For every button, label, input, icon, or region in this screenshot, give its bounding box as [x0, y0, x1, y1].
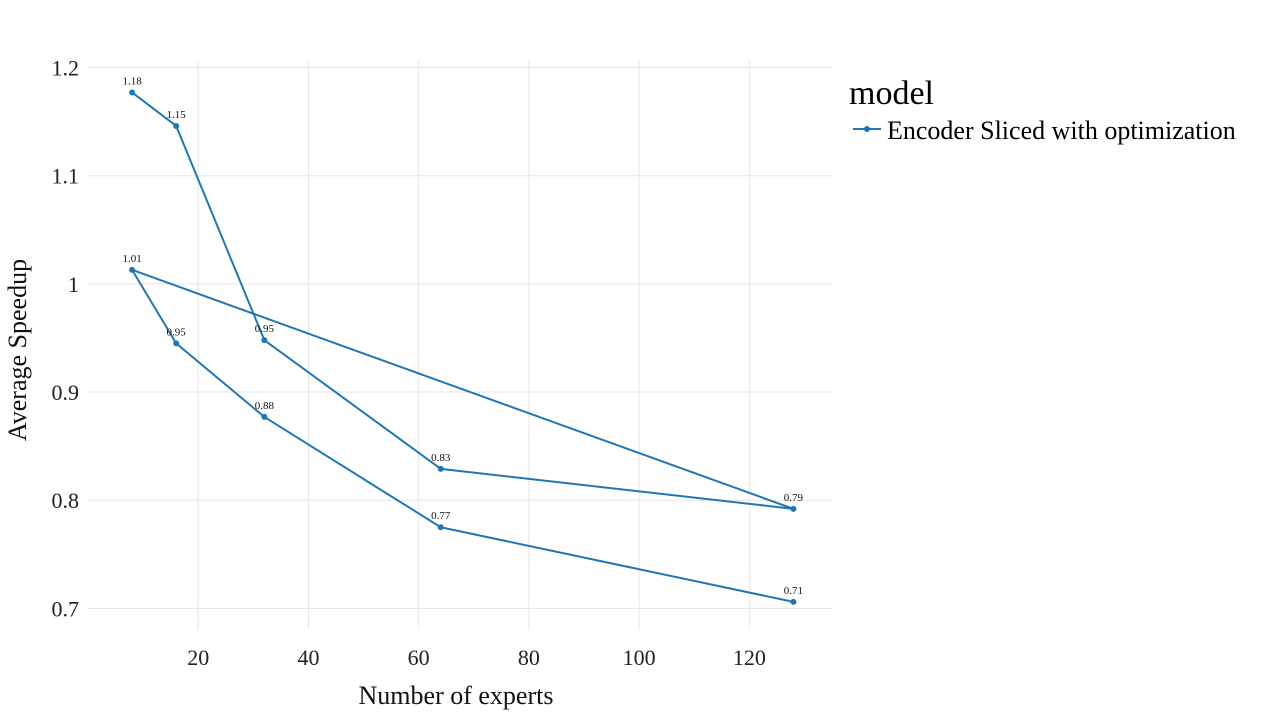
y-axis-title: Average Speedup — [3, 259, 32, 441]
y-grid — [88, 67, 832, 609]
data-label: 0.83 — [431, 452, 451, 464]
data-label: 0.71 — [784, 585, 803, 597]
x-tick-label: 120 — [733, 645, 766, 670]
data-point[interactable] — [261, 337, 268, 344]
y-tick-label: 1.1 — [52, 164, 80, 189]
data-label: 0.79 — [784, 492, 804, 504]
x-axis-ticks: 20 40 60 80 100 120 — [187, 645, 766, 670]
data-labels: 1.18 1.15 0.95 0.83 0.79 1.01 0.95 0.88 0.77 0.71 — [122, 75, 803, 596]
data-point[interactable] — [129, 89, 136, 96]
data-point[interactable] — [790, 598, 797, 605]
data-label: 1.15 — [167, 109, 187, 121]
y-axis-ticks: 0.7 0.8 0.9 1 1.1 1.2 — [52, 56, 80, 622]
data-label: 1.01 — [122, 253, 141, 265]
y-tick-label: 1 — [68, 272, 79, 297]
x-tick-label: 40 — [297, 645, 319, 670]
data-point[interactable] — [129, 266, 136, 273]
legend: model Encoder Sliced with optimization — [849, 75, 1236, 145]
data-label: 0.77 — [431, 510, 451, 522]
x-grid — [197, 60, 750, 630]
data-label: 0.95 — [167, 326, 187, 338]
data-label: 0.95 — [255, 323, 275, 335]
x-axis-title: Number of experts — [359, 681, 554, 710]
y-tick-label: 1.2 — [52, 56, 80, 81]
x-tick-label: 60 — [408, 645, 430, 670]
y-tick-label: 0.9 — [52, 380, 80, 405]
data-point[interactable] — [437, 465, 444, 472]
data-point[interactable] — [790, 505, 797, 512]
x-tick-label: 100 — [623, 645, 656, 670]
data-label: 1.18 — [122, 75, 142, 87]
data-point[interactable] — [173, 340, 180, 347]
x-tick-label: 20 — [187, 645, 209, 670]
data-label: 0.88 — [255, 400, 275, 412]
legend-item-label[interactable]: Encoder Sliced with optimization — [887, 116, 1236, 145]
series-layer — [129, 89, 797, 605]
x-tick-label: 80 — [518, 645, 540, 670]
data-point[interactable] — [261, 413, 268, 420]
y-tick-label: 0.8 — [52, 488, 80, 513]
series-line — [131, 91, 795, 603]
legend-swatch-marker — [864, 126, 870, 132]
y-tick-label: 0.7 — [52, 596, 80, 621]
data-point[interactable] — [173, 122, 180, 129]
legend-title: model — [849, 75, 934, 112]
data-point[interactable] — [437, 524, 444, 531]
